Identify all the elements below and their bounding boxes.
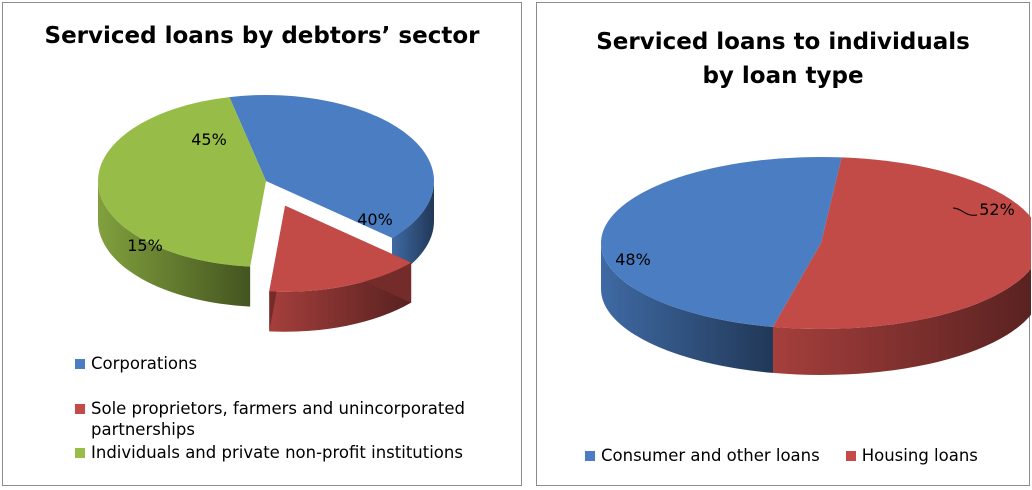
pie-label-housing-loans: 52% [979,200,1015,219]
legend-sector: Corporations Sole proprietors, farmers a… [75,353,495,487]
pie-slice-sole-proprietors [269,205,412,292]
legend-item-housing: Housing loans [845,445,978,466]
legend-item-sole-proprietors: Sole proprietors, farmers and unincorpor… [75,398,495,440]
pie-label-individuals-and: 45% [191,130,227,149]
legend-item-corporations: Corporations [75,353,495,374]
legend-item-consumer: Consumer and other loans [585,445,820,466]
legend-swatch-sole-proprietors [75,404,85,414]
pie-label-corporations: 40% [357,210,393,229]
pie-side-individuals-and [98,181,251,307]
pie-side-corporations [391,181,434,278]
legend-item-individuals: Individuals and private non-profit insti… [75,442,495,463]
chart-panel-sector: Serviced loans by debtors’ sector 40% 15%… [2,2,522,486]
pie-chart-loan-type: 48% 52% [600,156,1031,375]
chart-title-loan-type: Serviced loans to individuals by loan ty… [537,25,1029,93]
chart-panel-loan-type: Serviced loans to individuals by loan ty… [536,2,1031,486]
legend-swatch-corporations [75,359,85,369]
pie-label-consumer-and: 48% [615,250,651,269]
pie-slice-individuals-and [98,97,267,267]
pie-side-consumer-and [601,243,773,373]
pie-chart-sector: 40% 15% 45% [98,95,434,332]
chart-title-line-1: Serviced loans to individuals [596,29,970,55]
legend-label-individuals: Individuals and private non-profit insti… [91,443,463,462]
legend-swatch-housing [845,451,856,461]
pie-side-housing-loans [772,268,1031,375]
pie-label-sole-proprietors: 15% [127,236,163,255]
pie-slice-housing-loans [772,157,1031,329]
legend-label-sole-proprietors: Sole proprietors, farmers and unincorpor… [91,399,465,439]
pie-slice-consumer-and [600,156,842,327]
pie-slice-corporations [229,95,434,238]
pie-leader-line [952,207,978,216]
legend-loan-type: Consumer and other loans Housing loans [585,445,1025,466]
chart-title-sector: Serviced loans by debtors’ sector [44,23,480,49]
chart-title-line-2: by loan type [702,63,864,89]
legend-label-corporations: Corporations [91,354,198,373]
legend-swatch-consumer [585,451,595,461]
legend-label-consumer: Consumer and other loans [601,446,820,465]
legend-label-housing: Housing loans [861,446,978,465]
legend-swatch-individuals [75,448,85,458]
